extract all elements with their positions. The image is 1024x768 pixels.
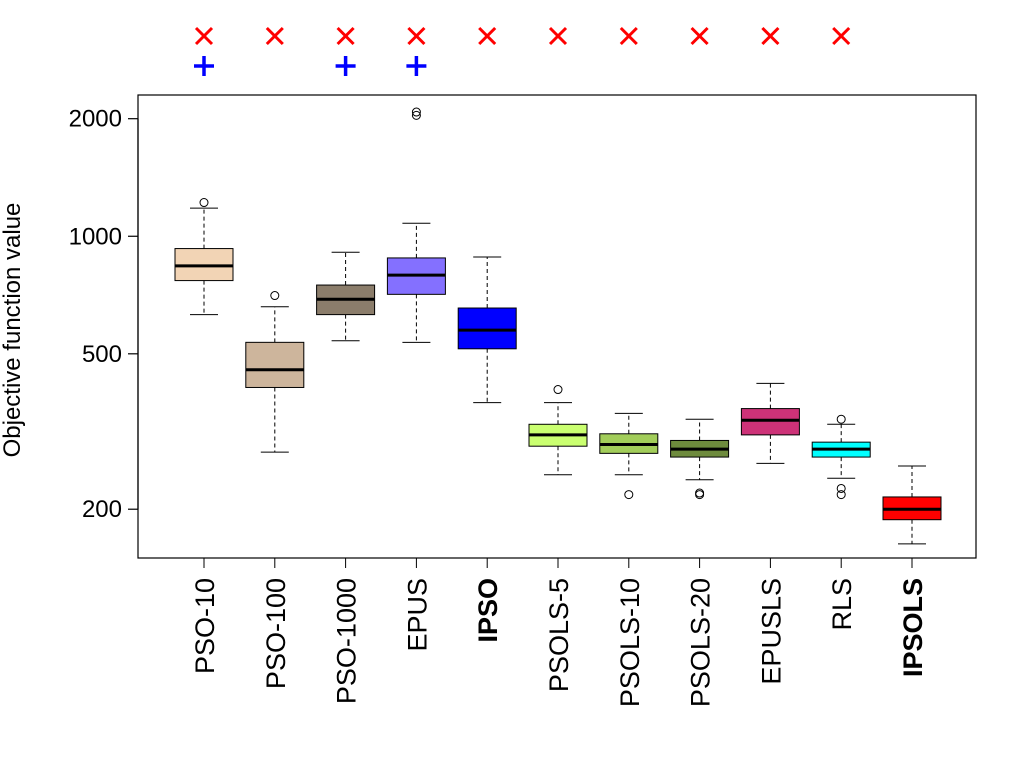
outlier-point — [270, 291, 280, 301]
x-tick-label: IPSOLS — [898, 578, 928, 677]
x-mark-icon — [194, 26, 214, 46]
outlier-point — [553, 385, 563, 395]
x-mark-stroke — [336, 26, 355, 46]
x-mark-stroke — [619, 26, 638, 46]
x-tick-label: PSO-100 — [261, 578, 291, 689]
outlier-point — [836, 490, 846, 500]
box-rls — [811, 414, 871, 500]
outlier-point — [199, 198, 209, 208]
x-axis-labels: PSO-10 PSO-100 PSO-1000 EPUS IPSO PSOLS-5 PSOL… — [190, 558, 928, 707]
plus-mark-icon — [406, 56, 427, 76]
x-tick-label: EPUS — [402, 578, 432, 652]
plus-mark-icon — [194, 56, 214, 76]
y-tick-label: 1000 — [69, 223, 122, 250]
x-mark-stroke — [407, 26, 426, 46]
x-mark-icon — [336, 26, 355, 46]
x-mark-icon — [478, 26, 497, 46]
y-tick-label: 200 — [82, 496, 122, 523]
outlier-point — [624, 490, 634, 500]
x-mark-icon — [265, 26, 284, 46]
y-tick-label: 500 — [82, 341, 122, 368]
box-ipso — [457, 256, 517, 404]
y-axis-label: Objective function value — [0, 203, 26, 458]
x-tick-label: PSO-1000 — [332, 578, 362, 704]
x-tick-label: PSOLS-5 — [544, 578, 574, 692]
x-tick-label: PSO-10 — [190, 578, 220, 674]
box-psols-10 — [599, 412, 659, 500]
x-tick-label: IPSO — [473, 578, 503, 643]
x-mark-stroke — [478, 26, 497, 46]
x-mark-icon — [690, 26, 709, 46]
box-body — [457, 307, 517, 350]
outlier-point — [411, 110, 421, 120]
x-mark-icon — [832, 26, 851, 46]
x-mark-icon — [407, 26, 426, 46]
x-mark-stroke — [832, 26, 851, 46]
x-mark-stroke — [194, 26, 214, 46]
box-epus — [386, 107, 446, 343]
outlier-point — [836, 483, 846, 493]
x-mark-stroke — [265, 26, 284, 46]
x-mark-icon — [761, 26, 780, 46]
box-epusls — [740, 382, 800, 464]
significance-markers — [194, 26, 851, 76]
box-pso-10 — [174, 198, 234, 316]
box-series — [174, 107, 942, 545]
box-body — [740, 408, 800, 436]
box-body — [245, 341, 305, 388]
plus-mark-icon — [335, 56, 356, 76]
outlier-point — [836, 414, 846, 424]
y-tick-label: 2000 — [69, 106, 122, 133]
y-axis: 200 500 1000 2000 — [69, 106, 139, 523]
outlier-point — [411, 107, 421, 117]
x-tick-label: PSOLS-20 — [686, 578, 716, 707]
outlier-point — [695, 488, 705, 498]
x-mark-stroke — [548, 26, 568, 46]
box-psols-20 — [670, 418, 730, 500]
x-mark-icon — [619, 26, 638, 46]
x-mark-stroke — [690, 26, 709, 46]
x-tick-label: PSOLS-10 — [615, 578, 645, 707]
box-ipsols — [882, 465, 942, 545]
box-pso-100 — [245, 291, 305, 453]
x-mark-stroke — [761, 26, 780, 46]
box-pso-1000 — [316, 251, 376, 342]
plot-frame — [137, 94, 977, 559]
x-tick-label: RLS — [827, 578, 857, 631]
x-tick-label: EPUSLS — [756, 578, 786, 685]
x-mark-icon — [548, 26, 568, 46]
box-psols-5 — [528, 385, 588, 476]
